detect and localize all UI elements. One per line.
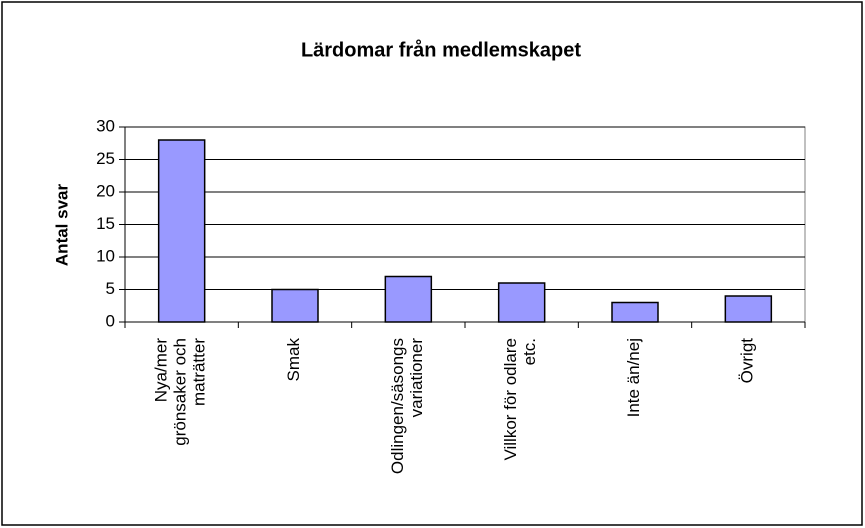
x-tick-label-line: Inte än/nej bbox=[624, 338, 643, 417]
bar bbox=[724, 295, 773, 323]
x-tick-label-line: variationer bbox=[407, 338, 426, 418]
bar bbox=[384, 275, 433, 323]
bar bbox=[497, 282, 546, 323]
x-tick-label-line: Odlingen/säsongs bbox=[388, 338, 407, 474]
y-tick-label: 10 bbox=[96, 246, 115, 265]
y-tick-label: 5 bbox=[106, 279, 115, 298]
y-tick-label: 20 bbox=[96, 181, 115, 200]
y-tick-label: 15 bbox=[96, 214, 115, 233]
bar bbox=[271, 288, 319, 323]
x-tick-label-line: etc. bbox=[521, 338, 540, 365]
x-tick-label-line: maträtter bbox=[190, 338, 209, 406]
x-tick-label: Odlingen/säsongsvariationer bbox=[388, 338, 426, 474]
x-tick-label: Villkor för odlareetc. bbox=[502, 338, 540, 461]
x-tick-label: Nya/mergrönsaker ochmaträtter bbox=[152, 338, 209, 446]
chart-title: Lärdomar från medlemskapet bbox=[301, 38, 581, 61]
x-tick-label-line: Övrigt bbox=[738, 338, 757, 384]
x-tick-label-line: Villkor för odlare bbox=[502, 338, 521, 461]
x-tick-label-line: grönsaker och bbox=[171, 338, 190, 446]
y-tick-label: 30 bbox=[96, 116, 115, 135]
y-tick-label: 0 bbox=[106, 311, 115, 330]
bar bbox=[611, 301, 659, 323]
bar bbox=[157, 139, 206, 323]
x-tick-label: Övrigt bbox=[738, 338, 757, 384]
x-tick-label: Smak bbox=[284, 338, 303, 382]
y-axis-label: Antal svar bbox=[52, 184, 71, 267]
x-tick-label-line: Nya/mer bbox=[152, 338, 171, 403]
x-tick-label: Inte än/nej bbox=[624, 338, 643, 417]
x-tick-label-line: Smak bbox=[284, 338, 303, 382]
y-tick-label: 25 bbox=[96, 149, 115, 168]
